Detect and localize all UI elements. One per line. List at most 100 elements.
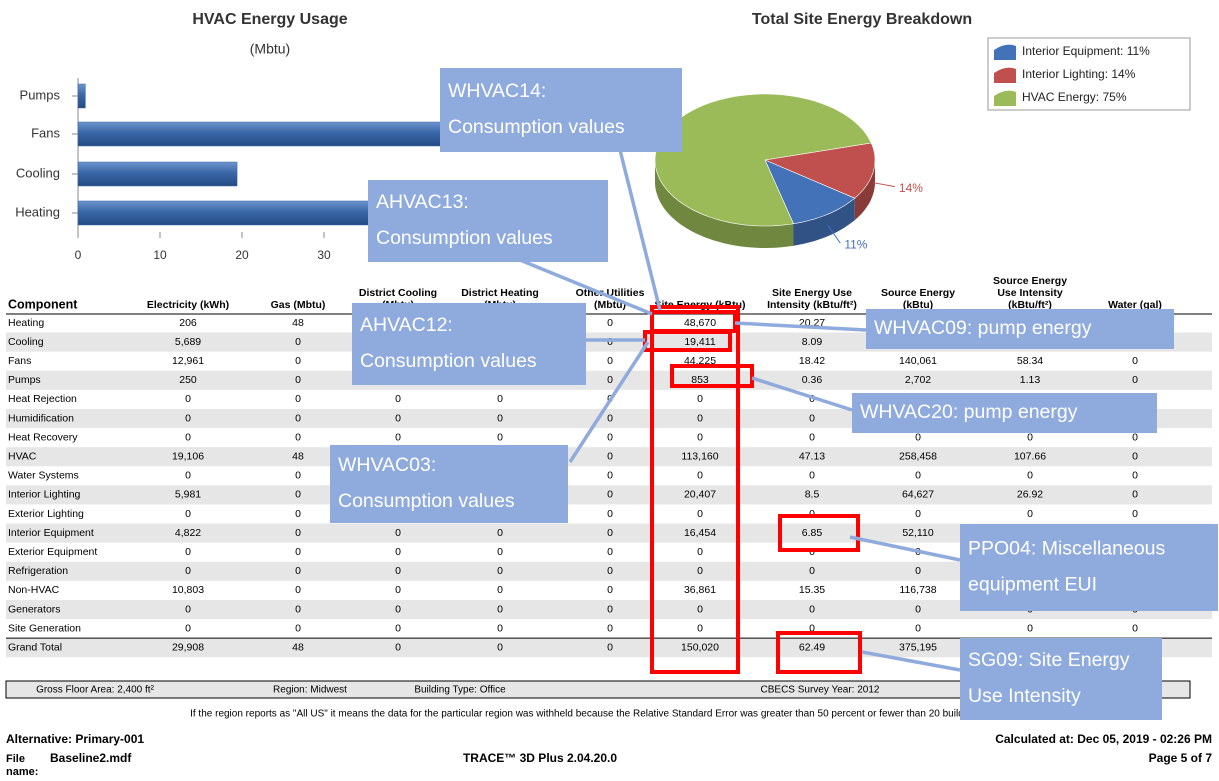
table-cell: 62.49 [799, 641, 825, 653]
column-header: (kBtu) [903, 299, 933, 311]
column-header: Intensity (kBtu/ft²) [767, 299, 857, 311]
table-cell: 107.66 [1014, 450, 1046, 462]
table-cell: 5,981 [175, 489, 201, 501]
pie-side [793, 198, 855, 246]
table-cell: 0 [497, 527, 503, 539]
table-cell: Water Systems [8, 470, 79, 482]
table-cell: 0 [607, 355, 613, 367]
table-cell: 0 [697, 431, 703, 443]
building-info: Building Type: Office [414, 685, 506, 696]
callout-box [368, 180, 608, 262]
table-cell: 0 [697, 546, 703, 558]
table-cell: Site Generation [8, 622, 81, 634]
column-header: Source Energy [993, 275, 1067, 287]
table-cell: 48 [292, 450, 304, 462]
table-cell: 10,803 [172, 584, 204, 596]
table-cell: 113,160 [681, 450, 718, 462]
callout-text: Consumption values [338, 490, 515, 512]
legend-swatch [994, 90, 1016, 106]
callout-connector [849, 535, 961, 562]
table-cell: 0 [497, 565, 503, 577]
file-label: name: [6, 766, 38, 778]
callout-connector [861, 650, 961, 672]
callout-connector [751, 376, 853, 412]
pie-slice [763, 142, 876, 199]
table-cell: 150,020 [681, 641, 719, 653]
table-cell: 64,627 [902, 489, 934, 501]
legend-label: Interior Equipment: 11% [1022, 44, 1150, 58]
callout-box [352, 303, 586, 385]
table-cell: 0 [809, 431, 815, 443]
column-header: District Heating [461, 287, 539, 299]
table-cell: 0 [497, 546, 503, 558]
table-cell: 0 [607, 546, 613, 558]
table-cell: 0 [295, 336, 301, 348]
table-cell: 0 [1132, 622, 1138, 634]
table-cell: 47.13 [799, 450, 825, 462]
column-header: Gas (Mbtu) [271, 299, 326, 311]
bar [77, 161, 238, 187]
x-tick-label: 0 [75, 248, 82, 262]
table-cell: 0 [915, 470, 921, 482]
table-cell: 0 [607, 412, 613, 424]
table-cell: 0 [1132, 489, 1138, 501]
callout-box [866, 309, 1174, 349]
legend-label: Interior Lighting: 14% [1022, 67, 1136, 81]
table-cell: 8.09 [802, 336, 823, 348]
table-cell: 18.42 [799, 355, 825, 367]
callout-text: Consumption values [360, 350, 537, 372]
table-cell: HVAC [8, 450, 37, 462]
table-cell: 0.36 [802, 374, 823, 386]
table-cell: 0 [1132, 450, 1138, 462]
note: If the region reports as "All US" it mea… [190, 709, 1050, 720]
table-cell: 0 [697, 470, 703, 482]
callout-text: Use Intensity [968, 685, 1081, 707]
callout-text: WHVAC03: [338, 454, 436, 476]
table-cell: Heating [8, 317, 44, 329]
table-cell: 0 [1132, 508, 1138, 520]
table-cell: 0 [607, 641, 613, 653]
table-cell: 0 [1132, 374, 1138, 386]
callout-text: AHVAC13: [376, 191, 469, 213]
table-cell: 0 [395, 527, 401, 539]
table-cell: 375,195 [899, 641, 937, 653]
table-cell: Humidification [8, 412, 74, 424]
table-cell: 0 [497, 584, 503, 596]
table-cell: 0 [185, 470, 191, 482]
table-cell: 48 [292, 641, 304, 653]
row-band [6, 447, 1212, 467]
legend-swatch [994, 44, 1016, 60]
table-cell: 1.13 [1020, 374, 1041, 386]
table-cell: 0 [395, 622, 401, 634]
table-cell: 0 [607, 622, 613, 634]
table-cell: Interior Lighting [8, 489, 81, 501]
table-cell: 0 [1027, 508, 1033, 520]
table-cell: 0 [395, 546, 401, 558]
legend-swatch [994, 67, 1016, 83]
bar-chart-subtitle: (Mbtu) [250, 41, 290, 57]
table-cell: 0 [395, 565, 401, 577]
table-cell: 0 [185, 622, 191, 634]
table-cell: 0 [1132, 355, 1138, 367]
row-band [6, 370, 1212, 390]
callout-text: SG09: Site Energy [968, 649, 1130, 671]
table-cell: Refrigeration [8, 565, 68, 577]
table-cell: Heat Rejection [8, 393, 77, 405]
table-cell: 250 [179, 374, 197, 386]
y-tick-label: Cooling [16, 165, 60, 180]
page-number: Page 5 of 7 [1149, 751, 1213, 765]
table-cell: 0 [295, 374, 301, 386]
x-tick-label: 20 [235, 248, 249, 262]
column-header: Site Energy Use [772, 287, 852, 299]
table-cell: 0 [295, 393, 301, 405]
table-cell: 0 [607, 489, 613, 501]
table-cell: 0 [607, 470, 613, 482]
highlight-box [778, 514, 860, 552]
table-cell: 0 [697, 508, 703, 520]
table-cell: 0 [1132, 431, 1138, 443]
table-cell: 0 [607, 527, 613, 539]
callout-connector [618, 149, 662, 311]
table-cell: Grand Total [8, 641, 62, 653]
highlight-box [776, 631, 862, 674]
